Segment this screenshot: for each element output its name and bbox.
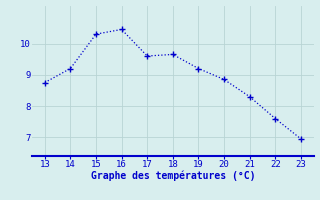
X-axis label: Graphe des températures (°C): Graphe des températures (°C) — [91, 171, 255, 181]
